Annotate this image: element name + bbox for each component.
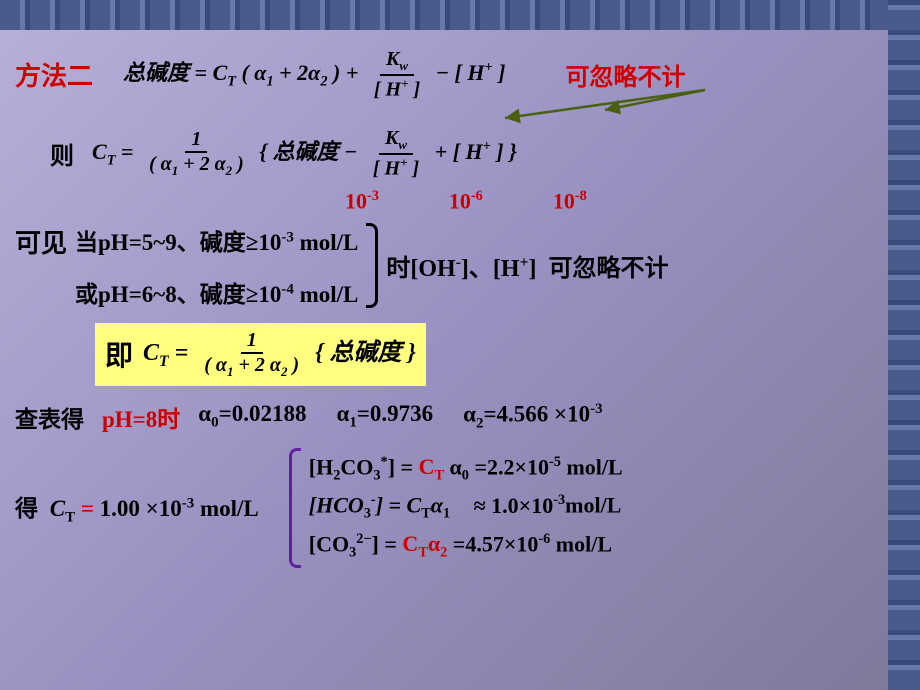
negligible-label: 可忽略不计 — [565, 57, 685, 92]
method-label: 方法二 — [15, 56, 93, 93]
highlighted-eq: 即 CT = 1 ( α1 + 2 α2 ) { 总碱度 } — [95, 323, 426, 386]
ct-result: 得 CT = 1.00 ×10-3 mol/L — [15, 489, 259, 527]
decorative-border-top — [0, 0, 920, 30]
decorative-border-right — [888, 0, 920, 690]
slide-content: 方法二 总碱度 = CT ( α1 + 2α2 ) + Kw [ H+ ] − … — [15, 40, 875, 568]
then-label: 则 — [50, 136, 74, 171]
eq2: CT = 1 ( α1 + 2 α2 ) { 总碱度 − Kw [ H+ ] +… — [92, 127, 517, 181]
bracket-right — [366, 223, 378, 308]
cond-result: 时[OH-]、[H+] 可忽略不计 — [386, 248, 668, 283]
species-results: [H2CO3*] = CT α0 =2.2×10-5 mol/L [HCO3-]… — [309, 454, 623, 562]
magnitudes: 10-3 10-6 10-8 — [345, 188, 875, 214]
purple-bracket — [289, 448, 301, 568]
lookup-row: 查表得 pH=8时 α0=0.02188 α1=0.9736 α2=4.566 … — [15, 400, 875, 434]
conditions: 当pH=5~9、碱度≥10-3 mol/L 或pH=6~8、碱度≥10-4 mo… — [75, 223, 358, 309]
eq1: 总碱度 = CT ( α1 + 2α2 ) + Kw [ H+ ] − [ H+… — [123, 48, 505, 102]
visible-label: 可见 — [15, 223, 67, 260]
